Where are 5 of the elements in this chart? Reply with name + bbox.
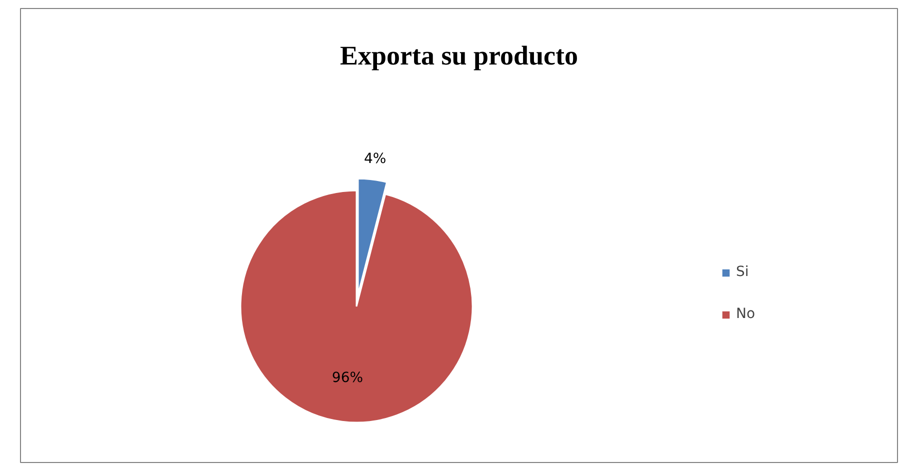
chart-title: Exporta su producto bbox=[340, 40, 578, 70]
data-label: 4% bbox=[364, 151, 386, 168]
legend-label: Si bbox=[736, 264, 750, 280]
legend-label: No bbox=[736, 306, 756, 322]
data-label: 96% bbox=[332, 370, 364, 386]
